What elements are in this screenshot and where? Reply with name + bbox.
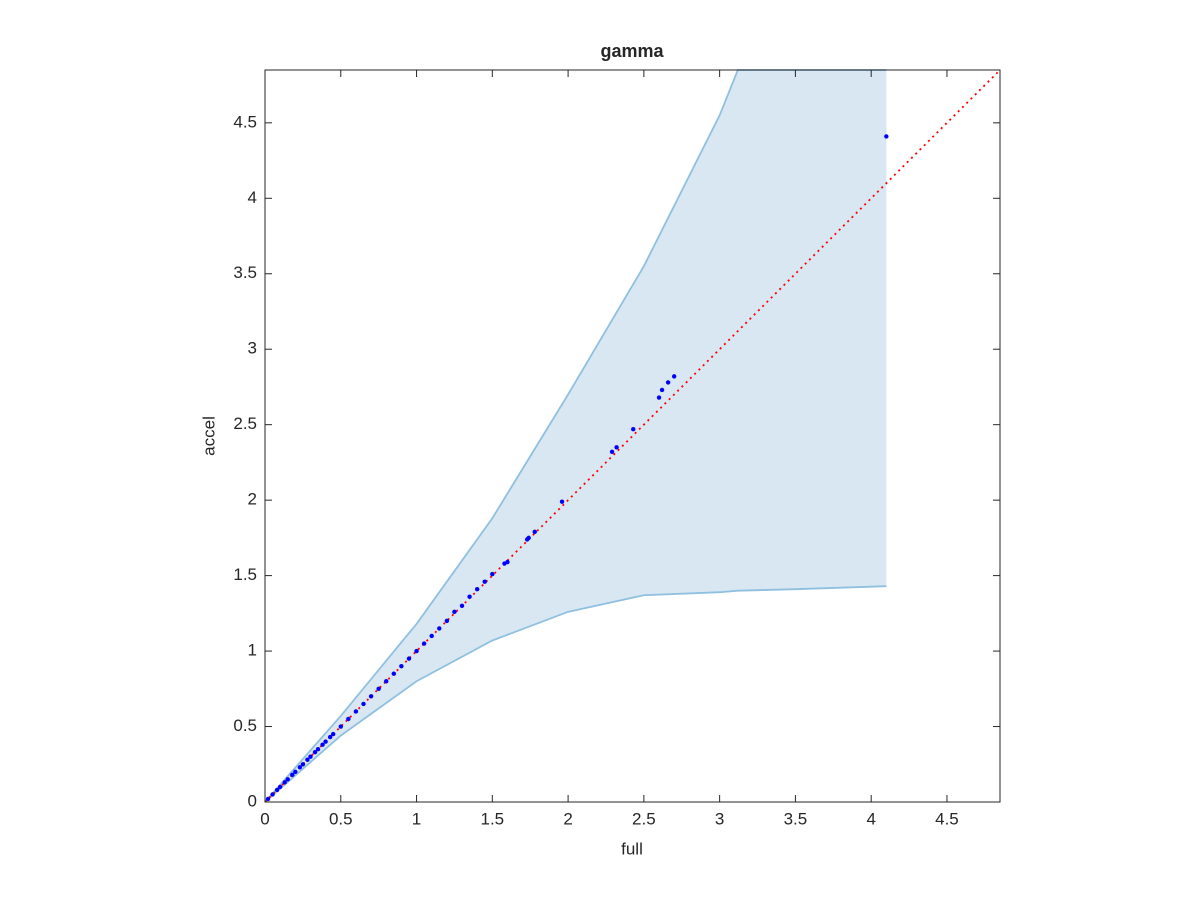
x-tick-label: 4	[866, 809, 875, 828]
data-point	[399, 663, 404, 669]
x-tick-label: 2.5	[632, 809, 656, 828]
data-point	[659, 387, 665, 393]
data-point	[452, 609, 457, 615]
data-point	[444, 618, 450, 624]
data-point	[285, 777, 290, 782]
y-tick-label: 0.5	[233, 716, 257, 735]
x-tick-label: 4.5	[935, 809, 959, 828]
data-point	[421, 641, 427, 646]
band-lower-line	[264, 585, 887, 803]
reference-line	[264, 69, 1001, 803]
data-point	[320, 742, 325, 747]
data-point	[406, 656, 412, 661]
data-point	[346, 716, 351, 722]
x-tick-label: 3	[715, 809, 724, 828]
x-tick-label: 2	[563, 809, 572, 828]
data-point	[474, 586, 480, 592]
data-point	[656, 395, 662, 400]
data-point	[327, 734, 333, 740]
data-point	[482, 579, 487, 584]
y-tick-label: 3.5	[233, 263, 257, 282]
y-tick-label: 2	[248, 490, 257, 509]
x-tick-label: 0	[260, 809, 269, 828]
data-point	[467, 594, 472, 599]
y-tick-label: 4.5	[233, 112, 257, 131]
data-point	[330, 731, 336, 737]
data-point	[505, 559, 510, 565]
data-point	[338, 724, 343, 729]
data-point	[323, 739, 328, 744]
data-point	[308, 754, 313, 759]
data-point	[361, 701, 366, 707]
data-point	[305, 757, 310, 762]
data-point	[290, 772, 295, 778]
data-point	[437, 626, 442, 631]
y-tick-label: 1	[248, 641, 257, 660]
data-point	[884, 134, 889, 139]
data-point	[270, 792, 275, 797]
data-point	[614, 445, 619, 450]
data-point	[277, 784, 283, 790]
data-point	[609, 449, 615, 455]
data-point	[526, 535, 531, 541]
data-point	[300, 762, 306, 767]
data-point	[315, 746, 321, 752]
y-tick-label: 1.5	[233, 565, 257, 584]
x-tick-label: 0.5	[329, 809, 353, 828]
data-point	[631, 427, 636, 432]
data-point	[312, 749, 318, 755]
y-tick-label: 2.5	[233, 414, 257, 433]
chart-title: gamma	[600, 41, 664, 61]
data-point	[368, 694, 374, 699]
y-tick-label: 4	[248, 188, 257, 207]
data-point	[353, 709, 359, 714]
data-point	[429, 633, 434, 639]
x-axis-label: full	[621, 839, 643, 858]
y-tick-label: 0	[248, 791, 257, 810]
data-point	[532, 529, 537, 535]
data-point	[376, 686, 381, 692]
y-axis-label: accel	[199, 416, 218, 456]
x-tick-label: 3.5	[784, 809, 808, 828]
data-point	[391, 671, 397, 676]
data-point	[414, 648, 419, 654]
data-point	[671, 374, 677, 379]
data-point	[490, 571, 495, 577]
data-point	[274, 787, 280, 793]
data-point	[282, 780, 287, 785]
data-point	[559, 499, 565, 504]
y-tick-label: 3	[248, 339, 257, 358]
data-point	[459, 603, 465, 608]
data-point	[265, 796, 271, 802]
data-point	[293, 769, 298, 775]
x-tick-label: 1	[412, 809, 421, 828]
x-tick-label: 1.5	[480, 809, 504, 828]
data-point	[384, 679, 389, 684]
data-point	[297, 765, 303, 770]
axes-box	[264, 69, 1001, 803]
data-point	[665, 380, 671, 385]
